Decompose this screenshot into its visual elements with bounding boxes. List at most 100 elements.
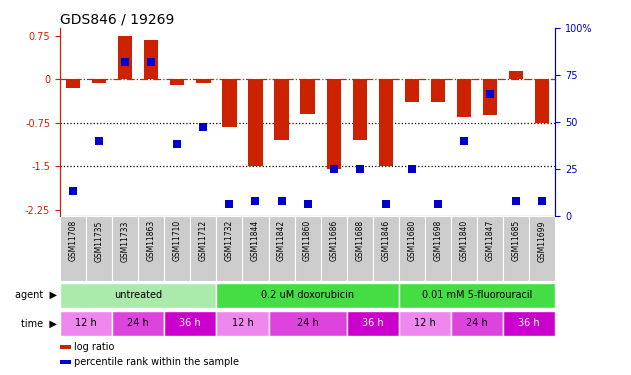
Text: 36 h: 36 h [519,318,540,328]
Bar [164,216,191,281]
Text: GSM11710: GSM11710 [173,220,182,261]
Bar [431,79,445,102]
Text: 24 h: 24 h [297,318,319,328]
Text: GSM11846: GSM11846 [381,220,391,261]
Point [198,124,208,130]
Text: GSM11840: GSM11840 [459,220,469,261]
Bar [321,216,346,281]
Text: percentile rank within the sample: percentile rank within the sample [74,357,239,367]
Text: 12 h: 12 h [232,318,253,328]
Text: GSM11680: GSM11680 [408,220,416,261]
Bar [216,216,242,281]
Text: GSM11860: GSM11860 [303,220,312,261]
Text: 36 h: 36 h [179,318,201,328]
Bar [92,79,106,83]
Point [302,201,312,207]
Bar [112,311,164,336]
Point [380,201,391,207]
Text: 0.01 mM 5-fluorouracil: 0.01 mM 5-fluorouracil [422,290,533,300]
Text: GSM11699: GSM11699 [538,220,546,262]
Bar [112,216,138,281]
Bar [451,311,503,336]
Bar [216,311,269,336]
Point [146,59,156,65]
Text: 24 h: 24 h [466,318,488,328]
Text: GSM11844: GSM11844 [251,220,260,261]
Bar [60,216,86,281]
Text: GSM11688: GSM11688 [355,220,364,261]
Bar [86,216,112,281]
Point [276,198,286,204]
Text: 36 h: 36 h [362,318,384,328]
Bar [399,311,451,336]
Point [433,201,443,207]
Point [120,59,130,65]
Text: log ratio: log ratio [74,342,115,352]
Bar [269,216,295,281]
Text: GSM11698: GSM11698 [433,220,442,261]
Text: GSM11847: GSM11847 [486,220,495,261]
Bar [170,79,184,85]
Bar [346,311,399,336]
Bar [425,216,451,281]
Point [537,198,547,204]
Text: GSM11712: GSM11712 [199,220,208,261]
Bar [216,283,399,308]
Bar [191,216,216,281]
Bar [274,79,289,140]
Text: 12 h: 12 h [414,318,436,328]
Bar [144,40,158,79]
Text: untreated: untreated [114,290,162,300]
Bar [138,216,164,281]
Bar [269,311,346,336]
Bar [222,79,237,127]
Text: GSM11708: GSM11708 [69,220,78,261]
Bar [242,216,269,281]
Text: GSM11863: GSM11863 [146,220,156,261]
Text: GSM11732: GSM11732 [225,220,234,261]
Bar [535,79,550,123]
Bar [353,79,367,140]
Bar [373,216,399,281]
Point [459,138,469,144]
Text: GSM11842: GSM11842 [277,220,286,261]
Point [172,141,182,147]
Point [485,91,495,97]
Point [94,138,104,144]
Bar [60,283,216,308]
Bar [509,70,523,79]
Point [68,188,78,194]
Bar [60,311,112,336]
Bar [164,311,216,336]
Point [511,198,521,204]
Bar [346,216,373,281]
Text: GSM11686: GSM11686 [329,220,338,261]
Text: agent  ▶: agent ▶ [15,290,57,300]
Text: time  ▶: time ▶ [21,318,57,328]
Bar [379,79,393,166]
Bar [529,216,555,281]
Bar [66,79,80,88]
Text: 0.2 uM doxorubicin: 0.2 uM doxorubicin [261,290,354,300]
Text: 24 h: 24 h [127,318,149,328]
Point [225,201,235,207]
Point [355,166,365,172]
Bar [503,216,529,281]
Text: GSM11735: GSM11735 [95,220,103,262]
Bar [326,79,341,169]
Text: GSM11685: GSM11685 [512,220,521,261]
Bar [404,79,419,102]
Point [251,198,261,204]
Bar [457,79,471,117]
Bar [477,216,503,281]
Bar [451,216,477,281]
Bar [503,311,555,336]
Bar [399,283,555,308]
Bar [249,79,262,166]
Bar [196,79,211,83]
Point [407,166,417,172]
Bar [118,36,133,79]
Text: GSM11733: GSM11733 [121,220,129,262]
Point [329,166,339,172]
Bar [300,79,315,114]
